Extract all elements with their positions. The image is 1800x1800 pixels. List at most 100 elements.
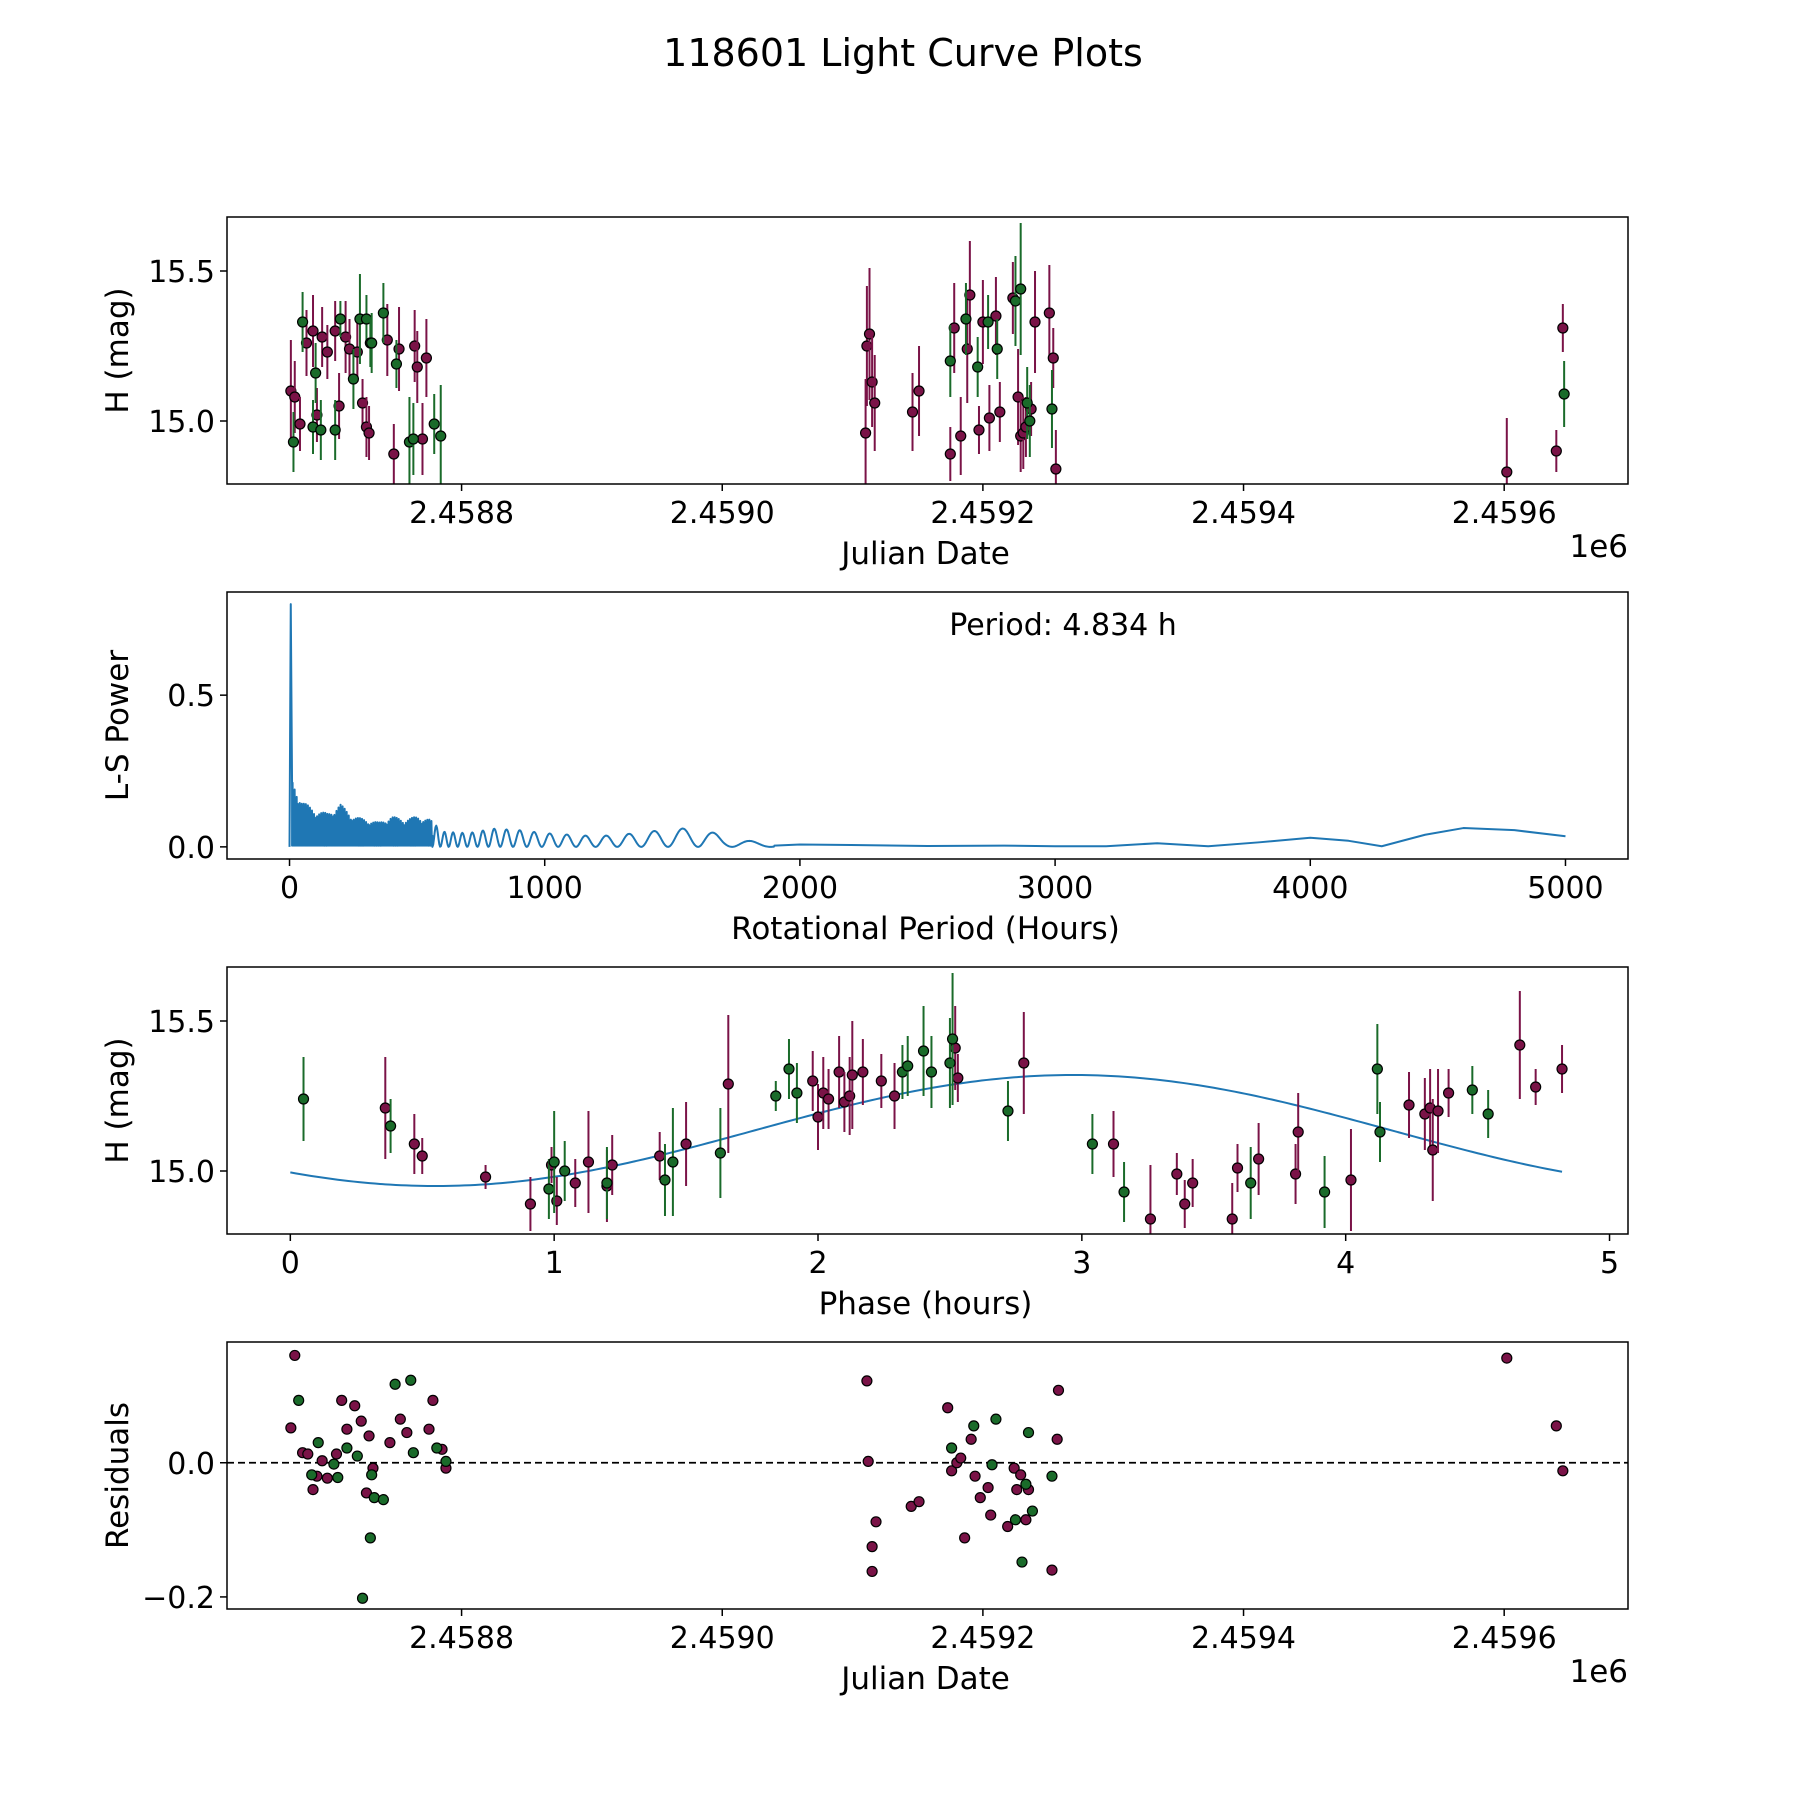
y-axis-label: L-S Power [100, 650, 136, 801]
green-point [659, 1174, 671, 1186]
red-point [857, 1066, 869, 1078]
red-point [420, 352, 432, 364]
red-point [985, 1509, 997, 1521]
x-tick-label: 5 [1600, 1246, 1619, 1281]
green-point [1020, 1478, 1032, 1490]
lightcurve-plot: 2.4588 2.4590 2.4592 2.4594 2.4596 15.0 15.5 Ju… [100, 216, 1629, 572]
red-point [388, 448, 400, 460]
green-point [1482, 1108, 1494, 1120]
y-tick-label: 15.0 [148, 405, 215, 440]
green-point [312, 1437, 324, 1449]
red-point [948, 322, 960, 334]
periodogram-plot: 0 1000 2000 3000 4000 5000 0.0 0.5 Rotational Pe… [100, 591, 1629, 947]
green-point [407, 433, 419, 445]
green-point [310, 367, 322, 379]
x-tick-label: 2.4594 [1191, 1621, 1296, 1656]
green-point [405, 1374, 417, 1386]
data-layer [297, 973, 1568, 1234]
red-point [861, 1375, 873, 1387]
red-point [946, 1465, 958, 1477]
red-point [285, 1422, 297, 1434]
red-point [913, 385, 925, 397]
red-point [1550, 1420, 1562, 1432]
red-point [341, 1423, 353, 1435]
green-point [435, 430, 447, 442]
green-point [341, 1442, 353, 1454]
y-axis-label: Residuals [100, 1402, 136, 1549]
red-point [1556, 1063, 1568, 1075]
red-point [363, 427, 375, 439]
green-point [293, 1394, 305, 1406]
red-point [983, 412, 996, 424]
x-axis-label: Julian Date [839, 536, 1010, 572]
red-point [944, 448, 956, 460]
green-point [407, 1447, 419, 1459]
red-point [423, 1423, 435, 1435]
red-point [1226, 1213, 1238, 1225]
period-annotation: Period: 4.834 h [949, 608, 1177, 643]
x-tick-label: 2.4588 [409, 496, 514, 531]
x-tick-label: 2.4590 [670, 496, 775, 531]
x-axis-label: Julian Date [839, 1661, 1010, 1697]
data-layer [285, 1349, 1569, 1604]
red-point [654, 1150, 666, 1162]
green-point [1015, 283, 1027, 295]
red-point [964, 289, 976, 301]
red-point [427, 1394, 439, 1406]
red-point [321, 346, 333, 358]
red-point [1514, 1039, 1526, 1051]
x-tick-label: 2.4596 [1452, 1621, 1557, 1656]
red-point [822, 1093, 835, 1105]
y-tick-label: −0.2 [142, 1581, 215, 1616]
green-point [946, 1033, 959, 1045]
red-point [363, 1430, 375, 1442]
red-point [1253, 1153, 1265, 1165]
green-point [982, 316, 994, 328]
green-point [1009, 295, 1022, 307]
red-point [349, 1400, 361, 1412]
green-point [991, 343, 1003, 355]
red-point [1292, 1126, 1304, 1138]
red-point [307, 1483, 319, 1496]
green-point [1009, 1514, 1022, 1526]
y-tick-label: 0.0 [167, 831, 215, 866]
x-tick-label: 4000 [1272, 871, 1348, 906]
green-point [1022, 1426, 1035, 1439]
red-point [1052, 1384, 1065, 1396]
periodogram-layer [288, 603, 1566, 848]
red-point [355, 1415, 367, 1427]
green-point [1118, 1186, 1130, 1198]
plot-frame [226, 966, 1629, 1235]
green-point [366, 337, 378, 349]
red-point [990, 310, 1002, 322]
red-point [582, 1156, 595, 1168]
red-point [411, 361, 423, 373]
red-point [329, 325, 341, 337]
green-point [972, 361, 984, 373]
green-point [356, 1592, 369, 1604]
red-point [1501, 1352, 1513, 1364]
x-axis-label: Rotational Period (Hours) [731, 911, 1120, 947]
red-point [1011, 1483, 1023, 1496]
red-point [1047, 352, 1059, 364]
green-point [1245, 1177, 1257, 1189]
green-point [1046, 1470, 1058, 1482]
red-point [1179, 1198, 1191, 1210]
red-point [1427, 1144, 1439, 1156]
green-point [944, 355, 956, 367]
green-point [296, 316, 309, 328]
red-point [336, 1394, 348, 1406]
red-point [1231, 1162, 1244, 1174]
x-axis-label: Phase (hours) [819, 1286, 1033, 1322]
x-tick-label: 2.4594 [1191, 496, 1296, 531]
residuals-plot: 2.4588 2.4590 2.4592 2.4594 2.4596 −0.2 0.0 Jul… [100, 1341, 1629, 1697]
y-tick-label: 0.0 [167, 1447, 215, 1482]
green-point [428, 418, 440, 430]
red-point [381, 334, 393, 346]
red-point [307, 325, 319, 337]
red-point [1345, 1174, 1357, 1186]
red-point [870, 1516, 882, 1528]
plot-frame [226, 591, 1629, 860]
data-layer [285, 223, 1570, 484]
